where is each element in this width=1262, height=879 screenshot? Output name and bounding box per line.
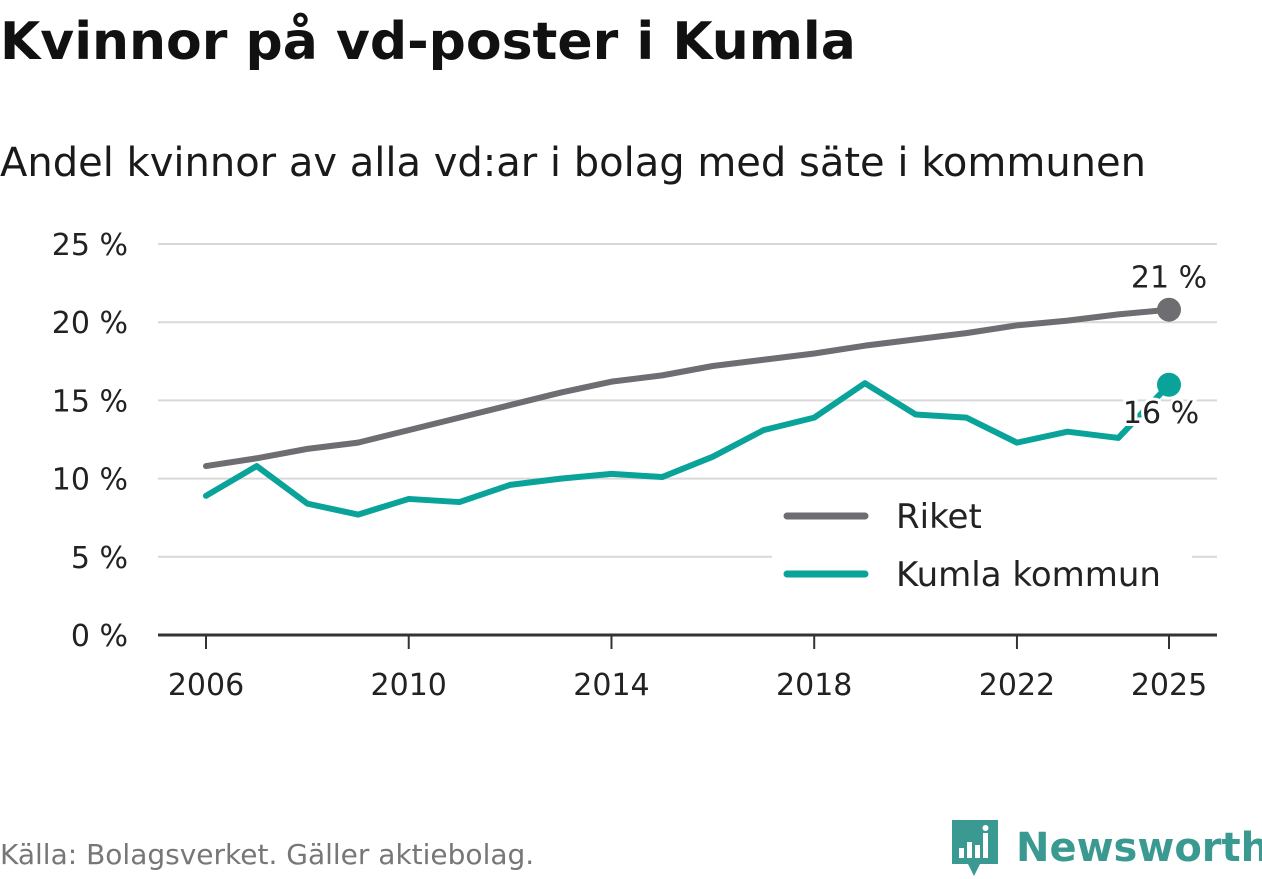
series-line-kumla-kommun [203, 380, 1172, 518]
source-note: Källa: Bolagsverket. Gäller aktiebolag. [0, 838, 535, 871]
legend-label: Kumla kommun [896, 555, 1161, 595]
y-tick-label: 25 % [52, 228, 128, 263]
chart-title: Kvinnor på vd-poster i Kumla [0, 12, 856, 72]
x-tick-label: 2006 [168, 668, 244, 703]
series: 21 % 16 % [203, 258, 1210, 518]
legend-label: Riket [896, 497, 982, 537]
chart-subtitle: Andel kvinnor av alla vd:ar i bolag med … [0, 140, 1146, 186]
series-end-marker-kumla-kommun [1157, 372, 1181, 397]
newsworthy-logo[interactable]: Newsworthy [950, 818, 1262, 878]
y-tick-label: 0 % [71, 619, 128, 654]
y-tick-label: 5 % [71, 541, 128, 576]
series-end-marker-riket [1157, 297, 1181, 322]
x-tick-label: 2025 [1131, 668, 1207, 703]
series-end-label-riket: 21 % [1131, 261, 1207, 296]
legend-background [772, 488, 1192, 610]
series-end-label-kumla-kommun: 16 % [1123, 396, 1199, 431]
y-tick-label: 10 % [52, 463, 128, 498]
x-tick-label: 2014 [573, 668, 649, 703]
brand-name: Newsworthy [1016, 825, 1262, 871]
newsworthy-logo-icon [952, 820, 998, 876]
series-line-riket [203, 306, 1172, 470]
axes: 0 % 5 % 10 % 15 % 20 % 25 % 2006 2010 2014 2018 20… [52, 228, 1217, 703]
y-tick-label: 15 % [52, 384, 128, 419]
x-tick-label: 2018 [776, 668, 852, 703]
x-tick-label: 2022 [979, 668, 1055, 703]
y-tick-label: 20 % [52, 306, 128, 341]
legend: Riket Kumla kommun [772, 488, 1192, 610]
x-tick-label: 2010 [371, 668, 447, 703]
